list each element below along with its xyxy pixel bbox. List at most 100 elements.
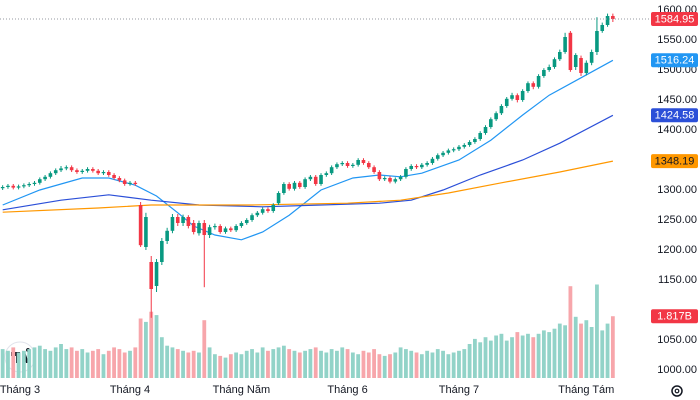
volume-bar: [43, 349, 48, 378]
volume-bar: [589, 327, 594, 378]
volume-bar: [59, 344, 63, 378]
candle-body: [414, 166, 419, 168]
candle-body: [457, 146, 461, 150]
candle-body: [531, 83, 536, 87]
volume-bar: [292, 350, 297, 378]
y-tick-label: 1300.00: [657, 184, 697, 196]
volume-bar: [435, 349, 440, 378]
candle-body: [69, 167, 74, 171]
volume-bar: [382, 355, 387, 378]
candle-body: [356, 160, 360, 165]
volume-bar: [547, 332, 552, 378]
volume-bar: [531, 337, 536, 378]
candle-body: [520, 91, 525, 100]
volume-bar: [350, 352, 355, 378]
candle-body: [11, 185, 16, 188]
candle-body: [435, 155, 440, 159]
price-badge: [651, 53, 698, 68]
settings-icon[interactable]: [671, 385, 683, 397]
candle-body: [106, 172, 111, 175]
candle-body: [170, 217, 175, 231]
volume-bar: [37, 345, 42, 378]
candle-body: [504, 98, 509, 106]
volume-bar: [122, 352, 127, 378]
candle-body: [303, 179, 307, 187]
volume-bar: [441, 350, 445, 378]
candle-body: [473, 139, 477, 142]
candle-body: [282, 184, 286, 193]
volume-bar: [573, 316, 578, 378]
volume-bar: [32, 347, 37, 378]
y-tick-label: 1400.00: [657, 124, 697, 136]
candle-body: [91, 169, 95, 171]
candle-body: [526, 83, 530, 91]
volume-bar: [361, 350, 366, 378]
volume-bar: [552, 328, 557, 378]
gear-center[interactable]: [674, 388, 680, 394]
candle-body: [536, 76, 541, 87]
candle-body: [351, 164, 355, 166]
volume-bar: [446, 354, 451, 378]
volume-bar: [212, 354, 217, 378]
candle-body: [483, 127, 488, 133]
candle-body: [515, 95, 520, 100]
candle-body: [101, 172, 106, 174]
candle-body: [393, 179, 398, 182]
candle-body: [584, 62, 589, 73]
candle-body: [600, 25, 605, 31]
candle-body: [462, 145, 467, 147]
moving-average-line: [2, 160, 614, 213]
volume-bar: [0, 349, 5, 378]
price-badge: [651, 154, 698, 169]
price-badge-label: 1348.19: [655, 155, 695, 167]
volume-bar: [101, 354, 106, 378]
y-tick-label: 1250.00: [657, 214, 697, 226]
candle-body: [197, 223, 201, 234]
candle-body: [404, 169, 408, 177]
volume-bar: [329, 349, 334, 378]
volume-bar: [159, 337, 164, 378]
volume-bar: [398, 347, 403, 378]
candle-body: [605, 16, 610, 25]
volume-bar: [6, 350, 10, 378]
volume-bar: [128, 350, 132, 378]
volume-bar: [244, 350, 249, 378]
candle-body: [345, 163, 350, 166]
volume-bar: [425, 350, 430, 378]
candle-body: [287, 184, 291, 189]
volume-bar: [69, 347, 74, 378]
gear[interactable]: [671, 385, 683, 397]
candle-body: [425, 163, 429, 165]
candle-body: [377, 172, 382, 180]
volume-bar: [64, 349, 69, 378]
volume-bar: [483, 337, 488, 378]
volume-bar: [239, 354, 244, 378]
candle-body: [329, 167, 334, 174]
candle-body: [489, 119, 493, 127]
candle-body: [308, 176, 313, 180]
volume-bar: [228, 354, 233, 378]
candle-body: [186, 217, 191, 226]
volume-bar: [165, 345, 170, 378]
volume-bar: [133, 347, 138, 378]
y-tick-label: 1050.00: [657, 334, 697, 346]
candle-body: [499, 106, 504, 114]
volume-bar: [595, 284, 599, 378]
volume-bar: [27, 349, 32, 378]
volume-bar: [53, 347, 58, 378]
volume-bar: [579, 323, 583, 378]
x-tick-label: Tháng 4: [110, 384, 150, 396]
candle-body: [202, 223, 207, 235]
volume-bar: [366, 352, 371, 378]
candle-body: [446, 150, 451, 153]
candle-body: [430, 158, 435, 163]
volume-bar: [85, 352, 90, 378]
volume-bar: [610, 316, 615, 378]
volume-bar: [462, 349, 467, 378]
candle-body: [160, 241, 164, 262]
volume-bar: [515, 332, 520, 378]
volume-bar: [303, 350, 308, 378]
volume-bar: [335, 350, 339, 378]
candle-body: [335, 164, 339, 168]
